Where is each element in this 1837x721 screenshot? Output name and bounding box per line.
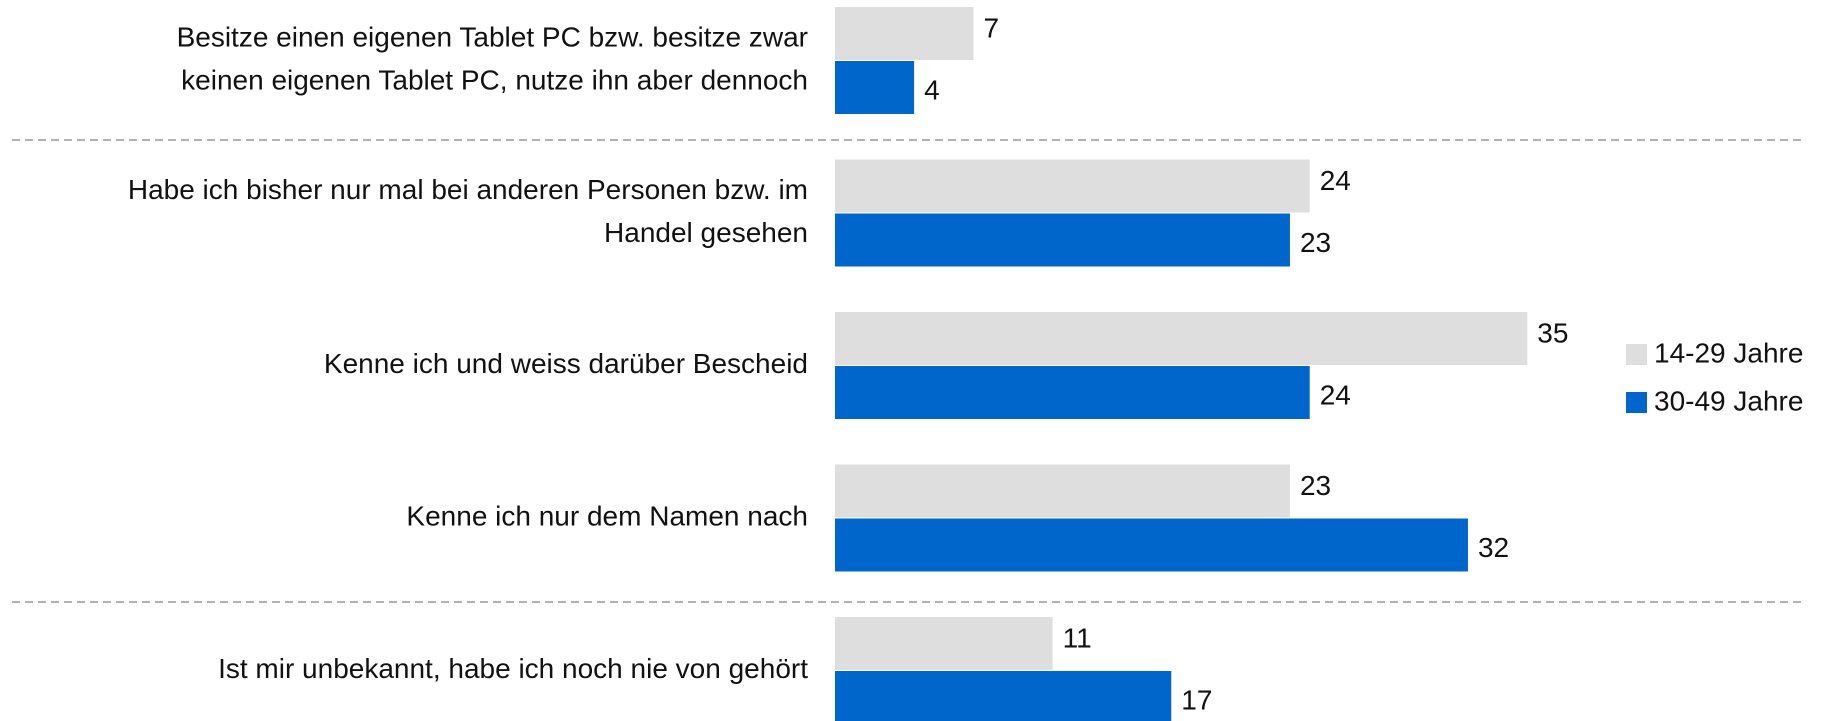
value-label: 4 [924, 74, 940, 105]
bar [835, 159, 1310, 213]
legend-label: 30-49 Jahre [1654, 385, 1803, 416]
value-label: 23 [1300, 227, 1331, 258]
value-label: 24 [1320, 165, 1351, 196]
bar [835, 7, 974, 60]
value-label: 32 [1478, 532, 1509, 563]
bar [835, 61, 915, 114]
value-label: 23 [1300, 470, 1331, 501]
value-label: 11 [1063, 622, 1092, 653]
bar [835, 366, 1310, 419]
legend-label: 14-29 Jahre [1654, 337, 1803, 368]
bar [835, 617, 1053, 670]
category-label: Kenne ich und weiss darüber Bescheid [324, 348, 808, 379]
category-label: Habe ich bisher nur mal bei anderen Pers… [128, 174, 808, 248]
bar [835, 312, 1528, 365]
bar [835, 213, 1290, 267]
value-label: 24 [1320, 379, 1351, 410]
category-label: Kenne ich nur dem Namen nach [406, 501, 808, 532]
bar [835, 671, 1172, 721]
category-label: Besitze einen eigenen Tablet PC bzw. bes… [177, 22, 808, 96]
bar [835, 518, 1468, 572]
bar [835, 464, 1290, 518]
legend-swatch [1626, 344, 1647, 365]
legend-swatch [1626, 392, 1647, 413]
value-label: 17 [1181, 684, 1212, 715]
category-label: Ist mir unbekannt, habe ich noch nie von… [218, 653, 808, 684]
value-label: 7 [983, 12, 999, 43]
value-label: 35 [1537, 317, 1568, 348]
